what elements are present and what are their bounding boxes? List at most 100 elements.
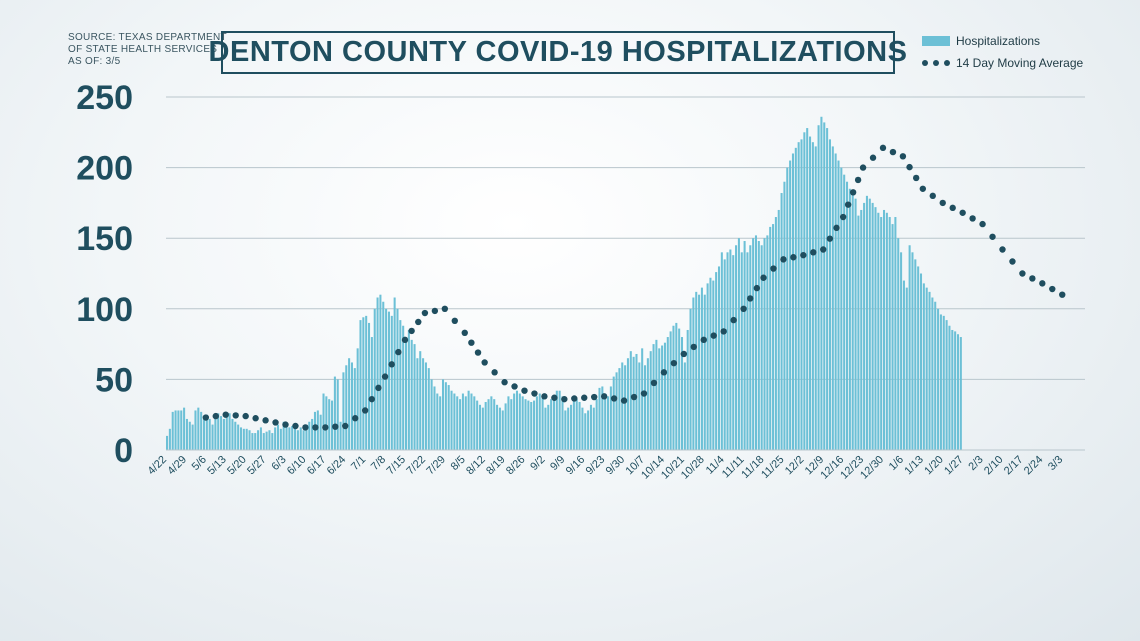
hospitalization-bar — [259, 427, 262, 450]
hospitalization-bar — [902, 280, 905, 450]
hospitalization-bar — [598, 387, 601, 450]
moving-average-dot — [919, 185, 927, 192]
hospitalization-bar — [595, 399, 598, 450]
hospitalization-bar — [578, 401, 581, 450]
hospitalization-bar — [897, 238, 900, 450]
hospitalization-bar — [584, 413, 587, 450]
hospitalization-bar — [854, 198, 857, 450]
hospitalization-bar — [202, 417, 206, 450]
source-line-1: SOURCE: TEXAS DEPARTMENT — [68, 32, 227, 43]
moving-average-dot — [415, 318, 422, 326]
hospitalization-bar — [530, 401, 533, 450]
moving-average-dot — [999, 246, 1006, 253]
hospitalization-bar — [299, 427, 302, 450]
moving-average-dot — [929, 192, 936, 200]
hospitalization-bar — [683, 362, 686, 450]
hospitalization-bar — [478, 404, 482, 450]
hospitalization-bar — [188, 421, 191, 450]
hospitalization-bar — [254, 433, 257, 450]
moving-average-dot — [242, 412, 249, 420]
hospitalization-bar — [365, 315, 368, 450]
x-tick-label: 8/26 — [504, 454, 528, 478]
moving-average-dot — [912, 174, 920, 182]
x-tick-label: 6/24 — [325, 454, 349, 478]
hospitalization-bar — [811, 142, 814, 450]
hospitalization-bar — [177, 410, 180, 450]
hospitalization-bar — [837, 160, 840, 451]
hospitalization-bar — [441, 379, 445, 450]
x-tick-label: 4/22 — [146, 454, 170, 478]
dotted-line-icon — [922, 60, 950, 66]
moving-average-dot — [368, 395, 375, 403]
y-tick-label: 200 — [76, 150, 133, 188]
hospitalization-bar — [894, 217, 897, 450]
x-tick-label: 9/30 — [604, 454, 628, 478]
moving-average-dot — [441, 305, 449, 312]
x-tick-label: 7/22 — [404, 454, 428, 478]
moving-average-dot — [252, 415, 259, 422]
moving-average-dot — [610, 395, 618, 402]
hospitalization-bar — [205, 414, 208, 450]
hospitalization-bar — [533, 400, 536, 450]
moving-average-dot — [1059, 291, 1066, 298]
hospitalization-bar — [268, 430, 271, 450]
hospitalization-bar — [817, 125, 820, 451]
moving-average-dot — [790, 254, 797, 261]
hospitalization-bar — [959, 337, 962, 450]
hospitalization-bar — [655, 339, 658, 450]
hospitalization-bar — [521, 396, 524, 450]
hospitalization-bar — [908, 245, 911, 450]
hospitalization-bar — [217, 413, 220, 450]
hospitalization-bar — [319, 414, 322, 450]
hospitalization-bar — [561, 396, 564, 450]
hospitalization-bar — [285, 424, 288, 450]
y-tick-label: 250 — [76, 79, 133, 117]
hospitalization-bar — [447, 385, 450, 450]
hospitalization-bar — [937, 308, 940, 450]
hospitalization-bar — [934, 301, 937, 450]
hospitalization-bar — [643, 365, 647, 450]
hospitalization-bar — [612, 376, 615, 450]
hospitalization-bar — [288, 427, 291, 450]
moving-average-dot — [600, 393, 608, 400]
hospitalization-bar — [769, 226, 772, 450]
hospitalization-bar — [171, 411, 174, 450]
moving-average-dot — [753, 284, 761, 292]
hospitalization-bar — [695, 291, 698, 450]
x-tick-label: 1/20 — [922, 454, 946, 478]
hospitalization-bar — [515, 390, 519, 450]
moving-average-dot — [511, 383, 518, 390]
x-tick-label: 8/12 — [464, 454, 488, 478]
hospitalization-bar — [823, 122, 826, 451]
hospitalization-bar — [871, 202, 874, 450]
moving-average-dot — [690, 343, 697, 351]
x-tick-label: 1/13 — [902, 454, 926, 478]
hospitalization-bar — [251, 433, 254, 450]
hospitalization-bar — [424, 362, 427, 450]
hospitalization-bar — [592, 407, 595, 450]
hospitalization-bar — [951, 329, 954, 450]
moving-average-dot — [431, 307, 439, 315]
hospitalization-bar — [865, 195, 868, 450]
hospitalization-bar — [629, 351, 632, 450]
hospitalization-bar — [905, 287, 908, 450]
hospitalization-bar — [814, 146, 817, 451]
hospitalization-bar — [777, 209, 780, 450]
hospitalization-bar — [641, 348, 644, 450]
moving-average-dot — [820, 246, 827, 253]
hospitalization-bar — [700, 287, 703, 450]
hospitalization-bar — [248, 430, 251, 450]
moving-average-dot — [839, 213, 847, 221]
hospitalization-bar — [754, 235, 758, 450]
hospitalization-bar — [717, 266, 721, 450]
hospitalization-bar — [211, 424, 214, 450]
hospitalization-bar — [589, 404, 592, 450]
hospitalization-bar — [339, 421, 342, 450]
hospitalization-bar — [291, 426, 294, 450]
hospitalization-bar — [487, 399, 490, 450]
hospitalization-bar — [948, 325, 951, 450]
hospitalization-bar — [661, 345, 664, 450]
moving-average-dot — [844, 201, 852, 208]
moving-average-dot — [800, 251, 807, 259]
hospitalization-bar — [504, 403, 507, 450]
